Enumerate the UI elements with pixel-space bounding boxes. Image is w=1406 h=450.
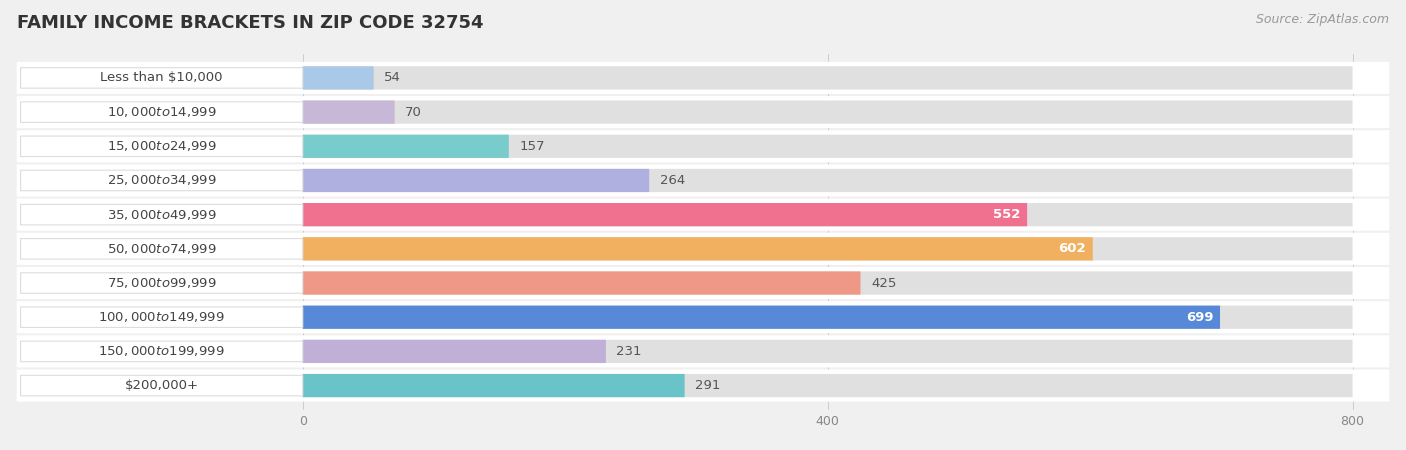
Text: FAMILY INCOME BRACKETS IN ZIP CODE 32754: FAMILY INCOME BRACKETS IN ZIP CODE 32754 bbox=[17, 14, 484, 32]
FancyBboxPatch shape bbox=[17, 267, 1389, 299]
FancyBboxPatch shape bbox=[302, 306, 1353, 329]
FancyBboxPatch shape bbox=[302, 237, 1353, 261]
FancyBboxPatch shape bbox=[302, 237, 1092, 261]
FancyBboxPatch shape bbox=[21, 102, 302, 122]
Text: 157: 157 bbox=[519, 140, 544, 153]
FancyBboxPatch shape bbox=[21, 136, 302, 157]
FancyBboxPatch shape bbox=[17, 233, 1389, 265]
Text: $25,000 to $34,999: $25,000 to $34,999 bbox=[107, 174, 217, 188]
FancyBboxPatch shape bbox=[21, 375, 302, 396]
FancyBboxPatch shape bbox=[302, 271, 860, 295]
Text: $15,000 to $24,999: $15,000 to $24,999 bbox=[107, 140, 217, 153]
FancyBboxPatch shape bbox=[21, 204, 302, 225]
FancyBboxPatch shape bbox=[302, 271, 1353, 295]
FancyBboxPatch shape bbox=[302, 135, 1353, 158]
Text: $35,000 to $49,999: $35,000 to $49,999 bbox=[107, 207, 217, 222]
FancyBboxPatch shape bbox=[21, 341, 302, 362]
Text: $150,000 to $199,999: $150,000 to $199,999 bbox=[98, 344, 225, 358]
Text: 291: 291 bbox=[695, 379, 720, 392]
FancyBboxPatch shape bbox=[302, 203, 1353, 226]
Text: Source: ZipAtlas.com: Source: ZipAtlas.com bbox=[1256, 14, 1389, 27]
FancyBboxPatch shape bbox=[21, 273, 302, 293]
FancyBboxPatch shape bbox=[302, 374, 1353, 397]
FancyBboxPatch shape bbox=[302, 306, 1220, 329]
Text: 264: 264 bbox=[659, 174, 685, 187]
Text: $50,000 to $74,999: $50,000 to $74,999 bbox=[107, 242, 217, 256]
FancyBboxPatch shape bbox=[302, 340, 1353, 363]
FancyBboxPatch shape bbox=[302, 340, 606, 363]
Text: Less than $10,000: Less than $10,000 bbox=[100, 72, 224, 85]
FancyBboxPatch shape bbox=[302, 66, 374, 90]
FancyBboxPatch shape bbox=[17, 369, 1389, 402]
FancyBboxPatch shape bbox=[302, 169, 1353, 192]
FancyBboxPatch shape bbox=[21, 170, 302, 191]
Text: $75,000 to $99,999: $75,000 to $99,999 bbox=[107, 276, 217, 290]
Text: $100,000 to $149,999: $100,000 to $149,999 bbox=[98, 310, 225, 324]
Text: $10,000 to $14,999: $10,000 to $14,999 bbox=[107, 105, 217, 119]
FancyBboxPatch shape bbox=[302, 374, 685, 397]
FancyBboxPatch shape bbox=[302, 169, 650, 192]
FancyBboxPatch shape bbox=[302, 203, 1028, 226]
FancyBboxPatch shape bbox=[17, 335, 1389, 368]
Text: 231: 231 bbox=[616, 345, 643, 358]
Text: 552: 552 bbox=[993, 208, 1021, 221]
FancyBboxPatch shape bbox=[17, 96, 1389, 128]
FancyBboxPatch shape bbox=[17, 164, 1389, 197]
FancyBboxPatch shape bbox=[302, 66, 1353, 90]
FancyBboxPatch shape bbox=[17, 301, 1389, 333]
Text: 70: 70 bbox=[405, 106, 422, 119]
FancyBboxPatch shape bbox=[17, 130, 1389, 162]
FancyBboxPatch shape bbox=[21, 68, 302, 88]
FancyBboxPatch shape bbox=[302, 135, 509, 158]
FancyBboxPatch shape bbox=[17, 198, 1389, 231]
Text: 425: 425 bbox=[870, 276, 897, 289]
Text: 602: 602 bbox=[1059, 243, 1087, 255]
Text: $200,000+: $200,000+ bbox=[125, 379, 198, 392]
FancyBboxPatch shape bbox=[21, 238, 302, 259]
FancyBboxPatch shape bbox=[21, 307, 302, 328]
Text: 54: 54 bbox=[384, 72, 401, 85]
FancyBboxPatch shape bbox=[302, 100, 1353, 124]
Text: 699: 699 bbox=[1187, 310, 1213, 324]
FancyBboxPatch shape bbox=[302, 100, 395, 124]
FancyBboxPatch shape bbox=[17, 62, 1389, 94]
